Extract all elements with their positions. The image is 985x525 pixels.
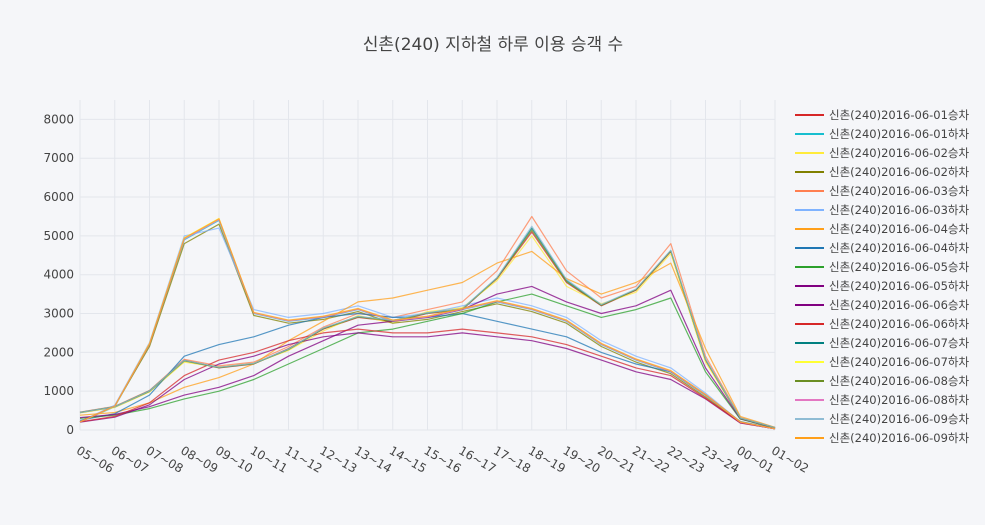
legend-item[interactable]: 신촌(240)2016-06-07승차 (795, 336, 969, 350)
series-line (79, 215, 776, 429)
legend-label: 신촌(240)2016-06-03승차 (829, 184, 969, 198)
series-line (79, 328, 776, 430)
legend-item[interactable]: 신촌(240)2016-06-08승차 (795, 374, 969, 388)
legend-label: 신촌(240)2016-06-07승차 (829, 336, 969, 350)
series-line (79, 225, 776, 429)
legend-label: 신촌(240)2016-06-08승차 (829, 374, 969, 388)
x-tick-label: 18~19 (526, 443, 568, 475)
x-tick-label: 01~02 (769, 443, 811, 475)
x-tick-label: 13~14 (352, 443, 394, 475)
x-tick-label: 05~06 (74, 443, 116, 475)
chart-title: 신촌(240) 지하철 하루 이용 승객 수 (363, 35, 623, 55)
legend-item[interactable]: 신촌(240)2016-06-09승차 (795, 412, 969, 426)
legend-label: 신촌(240)2016-06-05하차 (829, 279, 969, 293)
x-tick-label: 23~24 (699, 443, 741, 475)
legend-label: 신촌(240)2016-06-04승차 (829, 222, 969, 236)
legend-item[interactable]: 신촌(240)2016-06-06하차 (795, 317, 969, 331)
y-tick-label: 6000 (43, 190, 74, 204)
legend-label: 신촌(240)2016-06-08하차 (829, 393, 969, 407)
legend-item[interactable]: 신촌(240)2016-06-03승차 (795, 184, 969, 198)
legend-item[interactable]: 신촌(240)2016-06-04승차 (795, 222, 969, 236)
x-tick-label: 20~21 (595, 443, 637, 475)
x-tick-label: 16~17 (456, 443, 498, 475)
legend-label: 신촌(240)2016-06-01하차 (829, 127, 969, 141)
x-tick-label: 07~08 (143, 443, 185, 475)
x-tick-label: 11~12 (282, 443, 324, 475)
y-tick-label: 5000 (43, 229, 74, 243)
legend[interactable]: 신촌(240)2016-06-01승차신촌(240)2016-06-01하차신촌… (795, 108, 969, 445)
legend-item[interactable]: 신촌(240)2016-06-05하차 (795, 279, 969, 293)
legend-item[interactable]: 신촌(240)2016-06-07하차 (795, 355, 969, 369)
series-line (79, 332, 776, 430)
y-tick-label: 0 (66, 423, 74, 437)
x-tick-label: 17~18 (491, 443, 533, 475)
x-tick-label: 06~07 (109, 443, 151, 475)
y-tick-label: 1000 (43, 384, 74, 398)
legend-label: 신촌(240)2016-06-02승차 (829, 146, 969, 160)
x-tick-label: 19~20 (560, 443, 602, 475)
legend-label: 신촌(240)2016-06-09하차 (829, 431, 969, 445)
legend-item[interactable]: 신촌(240)2016-06-09하차 (795, 431, 969, 445)
y-tick-label: 8000 (43, 112, 74, 126)
legend-item[interactable]: 신촌(240)2016-06-08하차 (795, 393, 969, 407)
y-tick-label: 4000 (43, 268, 74, 282)
x-tick-label: 22~23 (665, 443, 707, 475)
legend-item[interactable]: 신촌(240)2016-06-02승차 (795, 146, 969, 160)
y-tick-label: 2000 (43, 345, 74, 359)
legend-label: 신촌(240)2016-06-06승차 (829, 298, 969, 312)
legend-label: 신촌(240)2016-06-04하차 (829, 241, 969, 255)
series-line (79, 250, 776, 428)
legend-label: 신촌(240)2016-06-07하차 (829, 355, 969, 369)
legend-label: 신촌(240)2016-06-09승차 (829, 412, 969, 426)
legend-label: 신촌(240)2016-06-02하차 (829, 165, 969, 179)
series-line (79, 219, 776, 430)
legend-item[interactable]: 신촌(240)2016-06-04하차 (795, 241, 969, 255)
x-tick-label: 14~15 (387, 443, 429, 475)
x-tick-label: 00~01 (734, 443, 776, 475)
y-tick-label: 3000 (43, 307, 74, 321)
x-tick-label: 21~22 (630, 443, 672, 475)
series-lines (79, 215, 776, 430)
legend-item[interactable]: 신촌(240)2016-06-01승차 (795, 108, 969, 122)
x-tick-label: 08~09 (178, 443, 220, 475)
legend-item[interactable]: 신촌(240)2016-06-02하차 (795, 165, 969, 179)
series-line (79, 293, 776, 429)
legend-label: 신촌(240)2016-06-05승차 (829, 260, 969, 274)
x-tick-label: 09~10 (213, 443, 255, 475)
x-axis-ticks: 05~0606~0707~0808~0909~1010~1111~1212~13… (74, 443, 811, 475)
legend-label: 신촌(240)2016-06-01승차 (829, 108, 969, 122)
legend-label: 신촌(240)2016-06-03하차 (829, 203, 969, 217)
legend-item[interactable]: 신촌(240)2016-06-06승차 (795, 298, 969, 312)
legend-item[interactable]: 신촌(240)2016-06-05승차 (795, 260, 969, 274)
series-line (79, 218, 776, 430)
legend-item[interactable]: 신촌(240)2016-06-03하차 (795, 203, 969, 217)
y-tick-label: 7000 (43, 151, 74, 165)
grid (79, 100, 776, 431)
series-line (79, 223, 776, 430)
y-axis-ticks: 0 1000 2000 3000 4000 5000 6000 7000 8000 (43, 112, 74, 437)
legend-item[interactable]: 신촌(240)2016-06-01하차 (795, 127, 969, 141)
x-tick-label: 10~11 (248, 443, 290, 475)
legend-label: 신촌(240)2016-06-06하차 (829, 317, 969, 331)
x-tick-label: 15~16 (421, 443, 463, 475)
x-tick-label: 12~13 (317, 443, 359, 475)
